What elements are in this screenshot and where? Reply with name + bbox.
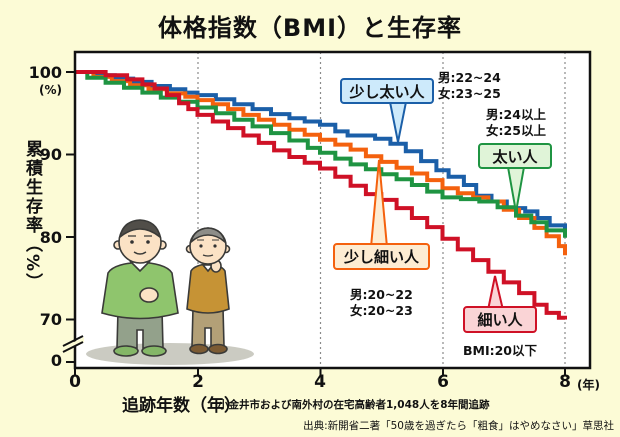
- callout-slightly-thin: 少し細い人: [333, 243, 430, 270]
- bmi-range-fat-male: 男:24以上: [486, 107, 546, 122]
- callout-fat: 太い人: [478, 143, 552, 169]
- x-tick-2: 2: [192, 372, 204, 392]
- y-axis-unit: (%): [39, 83, 62, 97]
- bmi-range-thin: BMI:20以下: [450, 343, 550, 359]
- callout-fat-label: 太い人: [492, 147, 538, 166]
- bmi-range-slightly-fat: 男:22~24 女:23~25: [438, 70, 501, 102]
- callout-slightly-fat-label: 少し太い人: [349, 82, 425, 101]
- callout-slightly-thin-label: 少し細い人: [343, 248, 419, 266]
- elderly-men-illustration: [86, 219, 254, 365]
- bmi-range-slightly-thin: 男:20~22 女:20~23: [350, 287, 413, 319]
- bmi-range-fat: 男:24以上 女:25以上: [480, 107, 552, 139]
- plot-border: [73, 50, 592, 370]
- x-tick-8: 8: [559, 372, 571, 392]
- y-ticks: [66, 71, 75, 363]
- y-axis-break: [62, 335, 84, 353]
- x-ticks: [74, 368, 566, 375]
- plump-man: [101, 219, 179, 357]
- bmi-range-slightly-thin-male: 男:20~22: [350, 287, 413, 302]
- y-tick-70: 70: [39, 310, 62, 329]
- callout-thin-label: 細い人: [477, 311, 523, 329]
- source-citation: 出典:新開省二著「50歳を過ぎたら「粗食」はやめなさい」草思社: [303, 420, 614, 432]
- series-line-fat: [75, 70, 567, 238]
- y-tick-90: 90: [39, 145, 62, 164]
- bmi-range-slightly-fat-female: 女:23~25: [438, 86, 501, 101]
- y-tick-0: 0: [50, 351, 62, 370]
- y-tick-80: 80: [39, 228, 62, 247]
- series-line-thin: [75, 70, 567, 320]
- x-axis-note: 小金井市および南外村の在宅高齢者1,048人を8年間追跡: [218, 399, 490, 411]
- x-axis-title: 追跡年数（年）: [122, 396, 241, 416]
- x-tick-4: 4: [314, 372, 326, 392]
- x-tick-0: 0: [69, 372, 81, 392]
- y-tick-100: 100: [28, 63, 62, 82]
- thin-man: [185, 227, 231, 355]
- x-axis-unit: (年): [577, 378, 600, 392]
- callout-slightly-fat: 少し太い人: [340, 78, 434, 104]
- series-lines: [75, 70, 567, 320]
- x-tick-6: 6: [437, 372, 449, 392]
- bmi-range-slightly-thin-female: 女:20~23: [350, 303, 413, 318]
- shadow: [86, 343, 254, 365]
- bmi-range-slightly-fat-male: 男:22~24: [438, 70, 501, 85]
- bmi-range-thin-value: BMI:20以下: [462, 343, 537, 358]
- callout-thin: 細い人: [463, 306, 537, 333]
- bmi-range-fat-female: 女:25以上: [486, 123, 546, 138]
- page-title: 体格指数（BMI）と生存率: [157, 14, 463, 42]
- y-axis-title: 累積生存率（%）: [22, 140, 42, 293]
